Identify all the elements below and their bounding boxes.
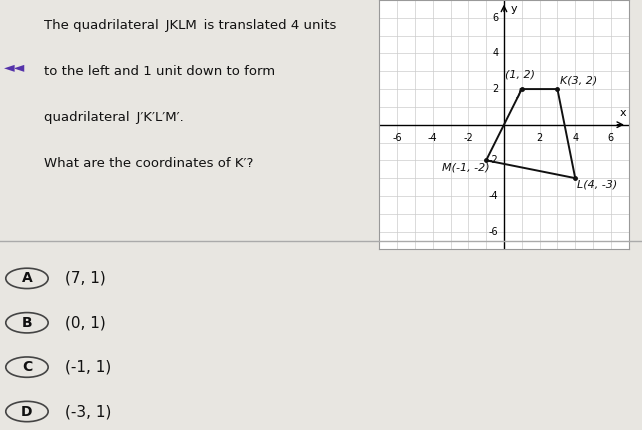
Text: What are the coordinates of K′?: What are the coordinates of K′?	[44, 157, 254, 169]
Text: -6: -6	[392, 133, 402, 143]
Text: (-1, 1): (-1, 1)	[65, 359, 112, 375]
Text: 2: 2	[492, 84, 499, 94]
Text: 2: 2	[537, 133, 542, 143]
Text: M(-1, -2): M(-1, -2)	[442, 162, 489, 172]
Text: C: C	[22, 360, 32, 374]
Text: 6: 6	[492, 13, 499, 23]
Text: 4: 4	[492, 49, 499, 58]
Text: -2: -2	[464, 133, 473, 143]
Text: y: y	[511, 3, 517, 14]
Text: A: A	[22, 271, 32, 286]
Text: J: J	[518, 88, 521, 98]
Text: B: B	[22, 316, 32, 330]
Text: D: D	[21, 405, 33, 418]
Text: K(3, 2): K(3, 2)	[560, 76, 597, 86]
Text: x: x	[620, 108, 627, 118]
Text: (0, 1): (0, 1)	[65, 315, 106, 330]
Text: 6: 6	[608, 133, 614, 143]
Text: ◄◄: ◄◄	[4, 61, 25, 74]
Text: -4: -4	[489, 191, 499, 201]
Text: -6: -6	[489, 227, 499, 237]
Text: The quadrilateral  JKLM  is translated 4 units: The quadrilateral JKLM is translated 4 u…	[44, 19, 336, 32]
Text: (1, 2): (1, 2)	[505, 69, 535, 79]
Text: -2: -2	[489, 155, 499, 165]
Text: (-3, 1): (-3, 1)	[65, 404, 112, 419]
Text: -4: -4	[428, 133, 438, 143]
Text: quadrilateral  J′K′L′M′.: quadrilateral J′K′L′M′.	[44, 111, 184, 124]
Text: L(4, -3): L(4, -3)	[577, 180, 617, 190]
Text: 4: 4	[572, 133, 578, 143]
Text: (7, 1): (7, 1)	[65, 271, 106, 286]
Text: to the left and 1 unit down to form: to the left and 1 unit down to form	[44, 65, 275, 78]
